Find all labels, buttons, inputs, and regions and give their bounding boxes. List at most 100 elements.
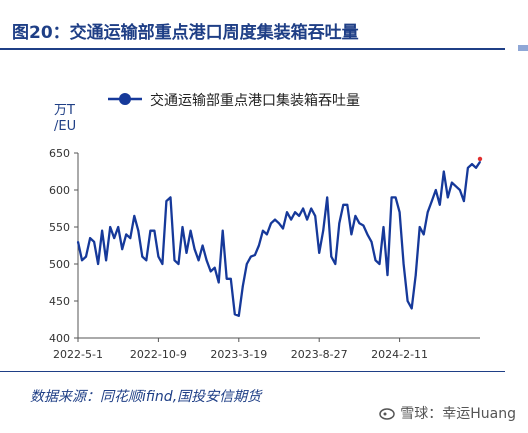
data-point [342, 203, 345, 206]
data-point [418, 226, 421, 228]
data-point [414, 274, 417, 276]
data-point [189, 229, 192, 232]
data-point [286, 211, 288, 214]
data-point [475, 166, 477, 169]
y-tick-label: 600 [49, 184, 70, 197]
data-point [422, 233, 425, 236]
data-point [213, 266, 216, 269]
data-point [446, 196, 449, 199]
data-point [141, 255, 144, 258]
last-point-marker [477, 156, 483, 162]
data-point [410, 307, 413, 310]
data-point [209, 270, 212, 273]
data-point [145, 259, 148, 262]
data-point [294, 211, 296, 214]
figure-title: 图20：交通运输部重点港口周度集装箱吞吐量 [12, 23, 359, 43]
data-point [438, 203, 441, 206]
data-point [137, 229, 140, 232]
series-points [77, 161, 481, 317]
data-point [426, 211, 429, 214]
data-point [330, 255, 333, 258]
data-point [370, 240, 373, 243]
data-point [406, 300, 409, 302]
series-line [76, 161, 481, 317]
data-point [394, 196, 397, 199]
data-point [217, 281, 220, 284]
data-point [290, 218, 292, 221]
data-point [205, 259, 208, 262]
legend-label: 交通运输部重点港口集装箱吞吐量 [150, 92, 360, 109]
data-point [362, 224, 365, 227]
data-point [398, 211, 401, 214]
data-point [334, 263, 337, 265]
data-point [378, 263, 381, 265]
data-point [201, 244, 204, 247]
data-point [302, 207, 304, 210]
data-point [338, 222, 341, 225]
y-tick-label: 500 [49, 258, 70, 271]
data-point [165, 200, 168, 203]
data-point [245, 263, 248, 265]
data-point [258, 244, 260, 247]
data-point [101, 229, 103, 232]
header-rule [0, 48, 505, 50]
footer-rule [0, 371, 505, 372]
data-point [314, 215, 317, 217]
data-point [382, 226, 385, 228]
data-point [374, 259, 377, 262]
data-point [121, 248, 124, 251]
data-point [346, 203, 349, 206]
data-point [278, 222, 280, 225]
data-point [149, 229, 152, 232]
watermark-text: 雪球：幸运Huang [400, 406, 516, 422]
data-point [237, 314, 240, 317]
data-point [117, 226, 120, 228]
data-point [77, 240, 79, 243]
data-point [459, 189, 461, 191]
data-point [434, 189, 437, 191]
data-point [113, 237, 116, 240]
data-point [266, 233, 268, 236]
legend-marker [119, 93, 131, 105]
data-point [463, 200, 465, 203]
x-axis: 2022-5-1 2022-10-9 2023-3-19 2023-8-27 2024-… [53, 337, 480, 361]
y-axis-label-line-1: 万T [54, 103, 75, 118]
data-point [185, 252, 188, 254]
x-tick-label: 2022-10-9 [130, 348, 187, 361]
data-point [93, 240, 95, 243]
data-point [262, 229, 264, 232]
data-point [467, 166, 469, 169]
data-point [282, 227, 284, 230]
y-axis-label: 万T /EU [54, 103, 79, 134]
data-point [197, 259, 200, 262]
data-point [442, 170, 445, 173]
data-point [386, 274, 389, 276]
data-point [161, 263, 164, 265]
y-tick-label: 400 [49, 332, 70, 345]
data-point [173, 259, 176, 262]
data-point [233, 313, 236, 316]
data-point [241, 285, 244, 288]
data-point [298, 215, 300, 217]
data-point [221, 229, 224, 232]
data-point [430, 200, 433, 203]
data-point [402, 263, 405, 265]
data-point [177, 263, 180, 265]
snowball-icon [379, 408, 395, 420]
data-point [270, 222, 272, 225]
watermark: 雪球：幸运Huang [378, 403, 516, 423]
data-point [193, 248, 196, 251]
data-point [169, 196, 172, 199]
data-point [451, 181, 453, 184]
data-point [109, 226, 112, 228]
data-point [358, 222, 361, 225]
data-point [157, 255, 160, 258]
data-point [318, 252, 321, 254]
source-note: 数据来源：同花顺ifind,国投安信期货 [30, 389, 262, 405]
edge-mark [518, 45, 528, 51]
data-point [85, 255, 87, 258]
data-point [471, 163, 473, 166]
data-point [350, 233, 353, 236]
y-tick-label: 450 [49, 295, 70, 308]
data-point [181, 226, 184, 228]
